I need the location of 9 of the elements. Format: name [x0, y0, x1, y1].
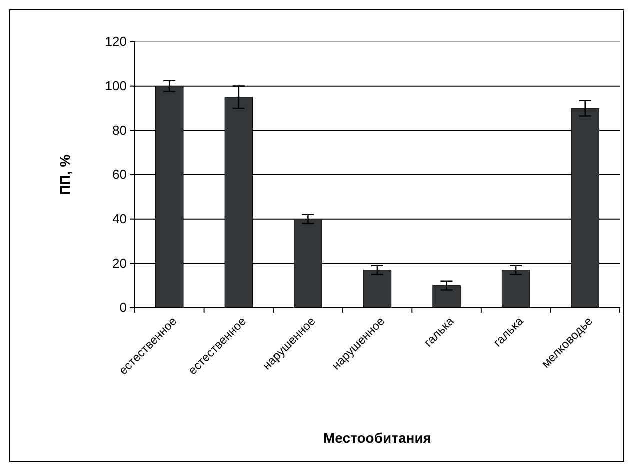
y-tick-label: 40 [112, 211, 127, 226]
y-tick-label: 60 [112, 167, 127, 182]
y-tick-label: 120 [105, 34, 127, 50]
y-tick-label: 80 [112, 122, 127, 138]
y-tick-label: 0 [120, 300, 127, 316]
y-axis-title: ПП, % [57, 154, 73, 196]
y-tick-label: 100 [105, 78, 127, 94]
x-axis-title: Местообитания [324, 430, 432, 446]
y-tick-label: 20 [112, 256, 127, 271]
